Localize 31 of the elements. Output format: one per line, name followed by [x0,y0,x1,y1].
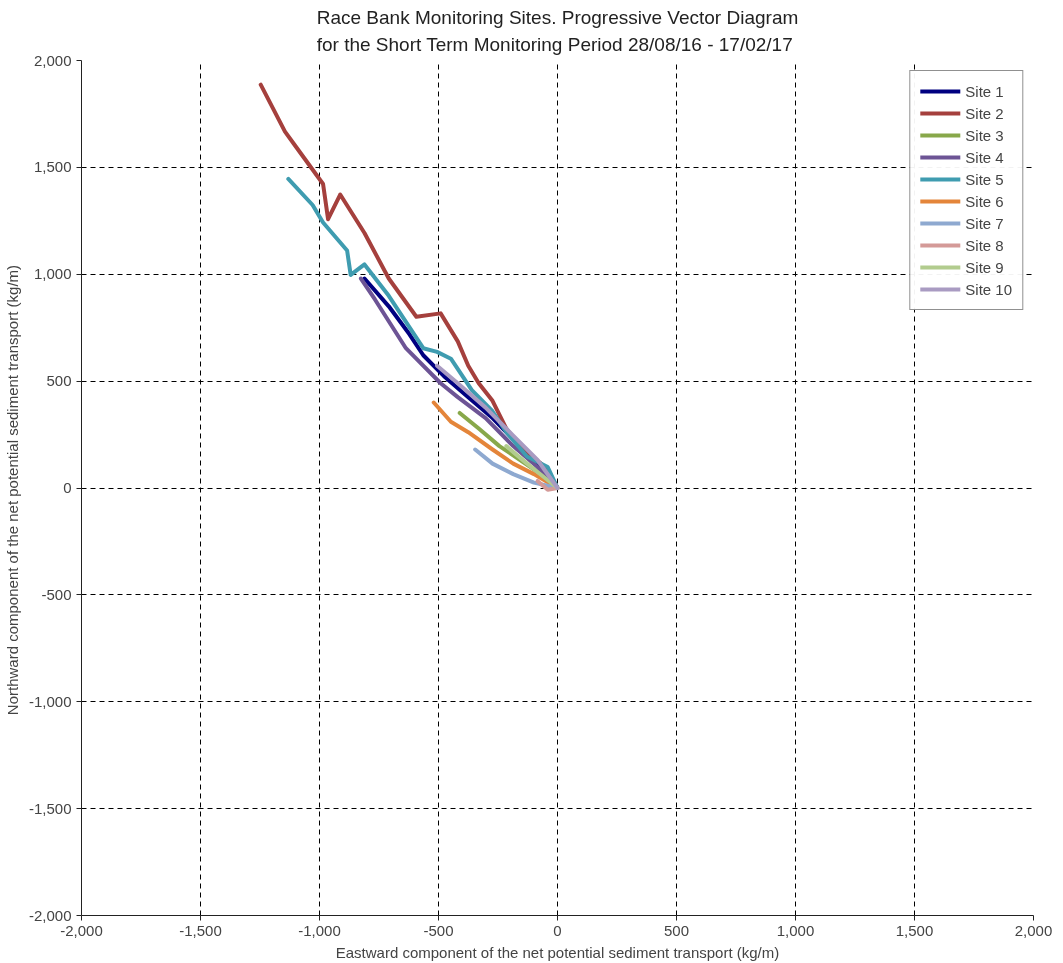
y-tick-label: 0 [63,479,72,496]
legend-label: Site 3 [965,126,1004,144]
legend-label: Site 1 [965,82,1004,100]
x-tick-label: 2,000 [1014,921,1053,939]
legend-label: Site 5 [965,170,1004,188]
legend-label: Site 4 [965,148,1004,166]
x-tick-label: -1,500 [179,921,222,939]
x-tick-label: 0 [553,921,562,939]
y-tick-label: 2,000 [33,51,72,69]
legend-label: Site 7 [965,214,1004,232]
y-axis-title: Northward component of the net potential sediment transport (kg/m) [3,264,21,716]
y-tick-label: 1,000 [33,265,72,283]
y-tick-label: -1,500 [28,799,72,817]
legend-label: Site 2 [965,104,1004,122]
y-tick-label: -1,000 [28,692,72,710]
y-tick-label: 1,500 [33,158,72,176]
x-tick-label: 1,000 [776,921,815,939]
legend-label: Site 10 [965,280,1012,298]
x-tick-label: -2,000 [60,921,103,939]
x-tick-label: -500 [423,921,454,939]
y-tick-label: -500 [41,585,72,603]
chart-title: Race Bank Monitoring Sites. Progressive Vector Diagram for the Short Term Monitoring Period 28/08/16 - 17/02/17 [316,7,799,56]
x-tick-label: 500 [663,921,690,939]
x-tick-label: -1,000 [298,921,341,939]
x-tick-label: 1,500 [895,921,934,939]
legend-label: Site 6 [965,192,1004,210]
y-tick-label: -2,000 [28,906,72,924]
legend-label: Site 8 [965,236,1004,254]
y-tick-label: 500 [46,372,72,390]
legend-label: Site 9 [965,258,1004,276]
x-axis-title: Eastward component of the net potential sediment transport (kg/m) [335,943,780,961]
